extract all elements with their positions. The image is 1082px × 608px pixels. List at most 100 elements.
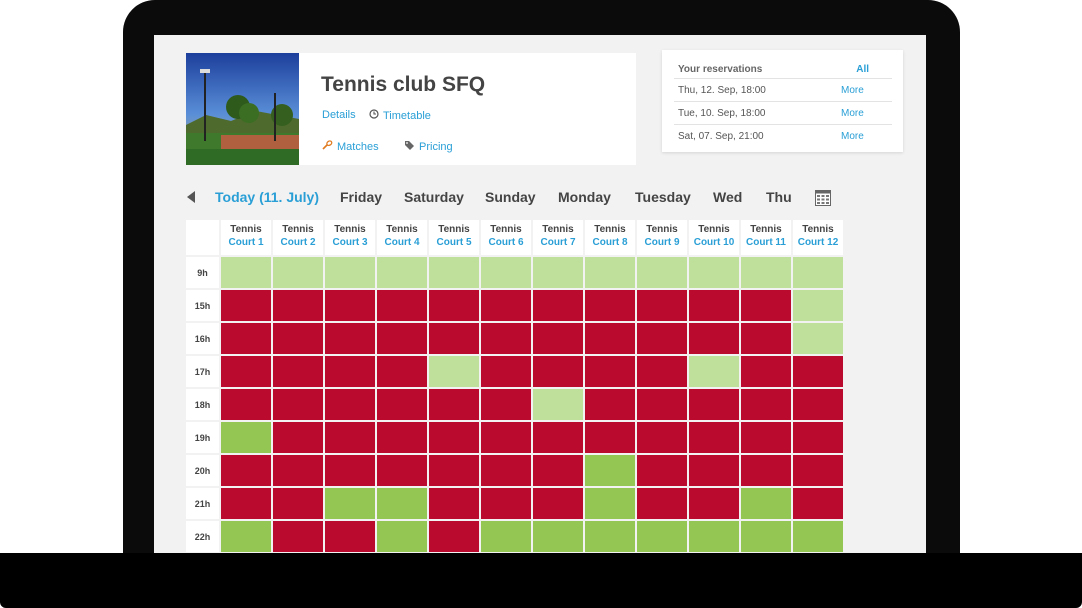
slot-booked[interactable] <box>429 389 479 420</box>
slot-booked[interactable] <box>325 356 375 387</box>
slot-booked[interactable] <box>689 323 739 354</box>
slot-free[interactable] <box>429 257 479 288</box>
slot-booked[interactable] <box>273 323 323 354</box>
court-header[interactable]: Tennis Court 9 <box>637 220 687 255</box>
slot-booked[interactable] <box>481 290 531 321</box>
slot-booked[interactable] <box>221 323 271 354</box>
slot-booked[interactable] <box>689 422 739 453</box>
slot-booked[interactable] <box>741 290 791 321</box>
slot-free[interactable] <box>585 257 635 288</box>
slot-free[interactable] <box>221 521 271 552</box>
pricing-link[interactable]: Pricing <box>404 140 453 153</box>
slot-booked[interactable] <box>377 455 427 486</box>
slot-booked[interactable] <box>481 389 531 420</box>
slot-free[interactable] <box>793 521 843 552</box>
court-header[interactable]: Tennis Court 11 <box>741 220 791 255</box>
slot-booked[interactable] <box>221 389 271 420</box>
slot-booked[interactable] <box>481 488 531 519</box>
slot-booked[interactable] <box>533 356 583 387</box>
slot-booked[interactable] <box>429 422 479 453</box>
day-tab-tuesday[interactable]: Tuesday <box>635 189 691 205</box>
slot-booked[interactable] <box>429 323 479 354</box>
day-tab-friday[interactable]: Friday <box>340 189 383 205</box>
slot-free[interactable] <box>793 257 843 288</box>
slot-booked[interactable] <box>585 389 635 420</box>
slot-free[interactable] <box>637 521 687 552</box>
slot-free[interactable] <box>481 521 531 552</box>
day-tab-today[interactable]: Today (11. July) <box>215 189 319 205</box>
slot-booked[interactable] <box>377 290 427 321</box>
slot-booked[interactable] <box>793 389 843 420</box>
slot-free[interactable] <box>689 257 739 288</box>
slot-free[interactable] <box>637 257 687 288</box>
court-header[interactable]: Tennis Court 3 <box>325 220 375 255</box>
slot-free[interactable] <box>377 521 427 552</box>
slot-booked[interactable] <box>273 356 323 387</box>
slot-free[interactable] <box>481 257 531 288</box>
slot-booked[interactable] <box>533 323 583 354</box>
slot-booked[interactable] <box>273 389 323 420</box>
slot-booked[interactable] <box>741 455 791 486</box>
slot-booked[interactable] <box>481 356 531 387</box>
day-tab-thu[interactable]: Thu <box>766 189 792 205</box>
court-header[interactable]: Tennis Court 2 <box>273 220 323 255</box>
court-header[interactable]: Tennis Court 4 <box>377 220 427 255</box>
slot-booked[interactable] <box>273 488 323 519</box>
slot-booked[interactable] <box>637 389 687 420</box>
court-header[interactable]: Tennis Court 12 <box>793 220 843 255</box>
slot-free[interactable] <box>533 389 583 420</box>
slot-booked[interactable] <box>325 455 375 486</box>
slot-booked[interactable] <box>221 455 271 486</box>
slot-free[interactable] <box>793 323 843 354</box>
slot-booked[interactable] <box>585 422 635 453</box>
slot-booked[interactable] <box>637 488 687 519</box>
reservations-all-link[interactable]: All <box>856 64 869 75</box>
slot-booked[interactable] <box>325 521 375 552</box>
slot-booked[interactable] <box>377 422 427 453</box>
slot-booked[interactable] <box>689 488 739 519</box>
slot-free[interactable] <box>533 521 583 552</box>
slot-booked[interactable] <box>273 521 323 552</box>
slot-booked[interactable] <box>637 290 687 321</box>
court-header[interactable]: Tennis Court 7 <box>533 220 583 255</box>
slot-free[interactable] <box>325 488 375 519</box>
slot-free[interactable] <box>221 422 271 453</box>
slot-booked[interactable] <box>689 389 739 420</box>
slot-booked[interactable] <box>741 323 791 354</box>
slot-booked[interactable] <box>481 422 531 453</box>
court-header[interactable]: Tennis Court 1 <box>221 220 271 255</box>
slot-free[interactable] <box>221 257 271 288</box>
day-tab-saturday[interactable]: Saturday <box>404 189 464 205</box>
court-header[interactable]: Tennis Court 8 <box>585 220 635 255</box>
slot-booked[interactable] <box>637 323 687 354</box>
slot-booked[interactable] <box>793 422 843 453</box>
slot-booked[interactable] <box>221 488 271 519</box>
slot-booked[interactable] <box>585 323 635 354</box>
court-header[interactable]: Tennis Court 6 <box>481 220 531 255</box>
reservation-more-link[interactable]: More <box>841 85 864 96</box>
calendar-icon[interactable] <box>815 190 831 206</box>
day-tab-wed[interactable]: Wed <box>713 189 743 205</box>
slot-free[interactable] <box>377 257 427 288</box>
slot-free[interactable] <box>585 455 635 486</box>
slot-free[interactable] <box>689 356 739 387</box>
slot-free[interactable] <box>741 521 791 552</box>
slot-booked[interactable] <box>429 521 479 552</box>
slot-booked[interactable] <box>585 356 635 387</box>
slot-free[interactable] <box>533 257 583 288</box>
slot-booked[interactable] <box>429 488 479 519</box>
slot-booked[interactable] <box>637 455 687 486</box>
slot-booked[interactable] <box>741 422 791 453</box>
slot-booked[interactable] <box>273 290 323 321</box>
slot-booked[interactable] <box>221 290 271 321</box>
slot-booked[interactable] <box>273 422 323 453</box>
slot-booked[interactable] <box>325 389 375 420</box>
details-link[interactable]: Details <box>322 109 356 121</box>
slot-booked[interactable] <box>533 422 583 453</box>
timetable-link[interactable]: Timetable <box>369 109 431 122</box>
slot-booked[interactable] <box>637 422 687 453</box>
slot-free[interactable] <box>325 257 375 288</box>
slot-booked[interactable] <box>377 356 427 387</box>
slot-booked[interactable] <box>377 389 427 420</box>
slot-free[interactable] <box>793 290 843 321</box>
